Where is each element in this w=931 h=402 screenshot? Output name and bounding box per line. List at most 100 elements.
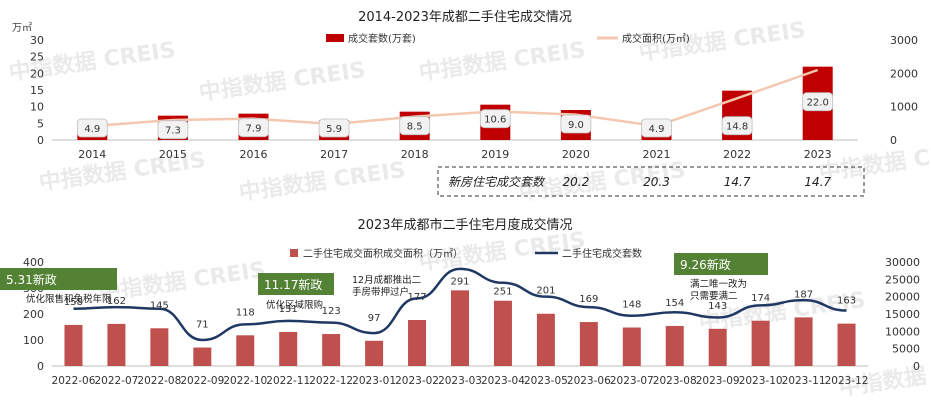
chart1-x-tick: 2021 xyxy=(643,148,671,161)
new-home-table-label: 新房住宅成交套数 xyxy=(448,175,546,189)
chart1-x-tick: 2015 xyxy=(159,148,187,161)
chart2-data-label: 71 xyxy=(196,320,209,331)
chart2-x-tick: 2023-11 xyxy=(782,375,826,387)
chart1-data-label-box xyxy=(802,92,834,112)
chart2-bar xyxy=(150,328,169,366)
chart1-data-label: 7.3 xyxy=(165,126,181,137)
chart2-data-label: 143 xyxy=(708,301,727,312)
chart2-bar xyxy=(622,327,641,366)
chart2-right-tick: 0 xyxy=(913,360,920,373)
chart1-left-tick: 10 xyxy=(30,101,44,114)
chart2-x-tick: 2023-02 xyxy=(395,375,439,387)
chart2-data-label: 187 xyxy=(794,289,813,300)
new-home-table-value: 20.2 xyxy=(563,175,590,189)
chart2-data-label: 145 xyxy=(150,300,169,311)
chart1-data-label-box xyxy=(399,116,431,136)
chart2-right-tick: 20000 xyxy=(885,291,920,304)
chart2-x-tick: 2022-06 xyxy=(52,375,96,387)
chart2-x-tick: 2022-09 xyxy=(180,375,224,387)
chart2-policy-label: 11.17新政 xyxy=(264,277,322,292)
chart2-bar xyxy=(665,325,684,366)
chart2-bar xyxy=(322,334,341,366)
chart2-annotation-text: 只需要满二 xyxy=(690,291,738,302)
chart2-bar xyxy=(451,290,469,366)
chart2-bar xyxy=(751,320,770,366)
chart2-x-tick: 2023-03 xyxy=(438,375,482,387)
chart2-x-tick: 2023-01 xyxy=(352,375,396,387)
chart1-data-label: 4.9 xyxy=(649,124,665,135)
chart2-right-tick: 5000 xyxy=(892,343,920,356)
chart1-left-tick: 0 xyxy=(37,134,44,147)
chart2-x-tick: 2023-06 xyxy=(567,375,611,387)
chart2-annotation-text: 手房带押过户 xyxy=(352,286,409,298)
chart1-data-label-box xyxy=(560,114,592,134)
chart1-data-label: 14.8 xyxy=(726,122,748,133)
chart2-x-tick: 2023-09 xyxy=(696,375,740,387)
chart2-policy-box xyxy=(674,253,768,275)
chart2-data-label: 169 xyxy=(579,294,598,305)
chart2-x-tick: 2022-11 xyxy=(266,375,310,387)
chart2-policy-label: 9.26新政 xyxy=(680,257,731,272)
chart1-right-tick: 3000 xyxy=(890,34,918,47)
chart2-annotation-text: 满二唯一改为 xyxy=(690,278,747,290)
chart2-x-tick: 2022-08 xyxy=(137,375,181,387)
chart1-data-label-box xyxy=(157,120,189,140)
new-home-table-box xyxy=(437,166,865,197)
chart2-x-tick: 2022-12 xyxy=(309,375,353,387)
chart2-left-tick: 0 xyxy=(37,360,44,373)
chart2-legend-bar-label: 二手住宅成交面积成交面积（万㎡） xyxy=(303,247,463,260)
chart2-annotation-text: 优化限售和免税年限 xyxy=(26,293,112,305)
chart1-left-tick: 30 xyxy=(30,34,44,47)
chart2-left-tick: 400 xyxy=(23,256,44,269)
chart1-left-tick: 15 xyxy=(30,84,44,97)
chart2-count-line xyxy=(73,267,847,342)
chart1-right-tick: 1000 xyxy=(890,101,918,114)
chart1-data-label-box xyxy=(318,118,350,138)
chart1-data-label-box xyxy=(721,116,753,136)
chart2-x-tick: 2022-10 xyxy=(223,375,267,387)
chart2-bar xyxy=(408,319,427,366)
chart1-legend-bar-label: 成交套数(万套) xyxy=(348,32,416,45)
chart1-data-label: 9.0 xyxy=(568,120,584,131)
watermark-text: 中指数据 CREIS xyxy=(237,157,407,206)
chart2-x-tick: 2023-05 xyxy=(524,375,568,387)
chart2-data-label: 291 xyxy=(450,276,469,287)
chart2-annotation-text: 优化区域限购 xyxy=(266,299,323,311)
new-home-table-value: 20.3 xyxy=(643,175,670,189)
chart2-data-label: 123 xyxy=(322,306,341,317)
chart1-legend-line-label: 成交面积(万㎡) xyxy=(622,32,690,45)
chart1-data-label: 7.9 xyxy=(246,124,262,135)
chart2-data-label: 174 xyxy=(751,293,770,304)
chart2-right-tick: 10000 xyxy=(885,325,920,338)
chart1-right-tick: 2000 xyxy=(890,67,918,80)
chart2-data-label: 154 xyxy=(665,298,684,309)
chart1-data-label-box xyxy=(641,118,672,138)
chart1-title: 2014-2023年成都二手住宅成交情况 xyxy=(358,9,572,25)
chart2-bar xyxy=(365,340,384,366)
chart2-data-label: 162 xyxy=(107,296,126,307)
chart2-x-tick: 2023-10 xyxy=(739,375,783,387)
chart2-bar xyxy=(493,300,512,366)
chart1-x-tick: 2019 xyxy=(481,148,509,161)
chart2-data-label: 158 xyxy=(64,297,83,308)
chart2-bar xyxy=(536,313,555,366)
chart1-data-label-box xyxy=(479,109,511,129)
chart2-data-label: 97 xyxy=(368,313,381,324)
chart1-area-line xyxy=(92,68,819,128)
chart2-data-label: 118 xyxy=(236,307,255,318)
chart2-bar xyxy=(837,323,856,366)
chart2-data-label: 177 xyxy=(408,292,427,303)
chart2-data-label: 251 xyxy=(493,287,512,298)
chart1-data-label: 10.6 xyxy=(484,115,506,126)
new-home-table-value: 14.7 xyxy=(804,175,831,189)
chart1-data-label: 5.9 xyxy=(326,124,342,135)
chart2-right-tick: 30000 xyxy=(885,256,920,269)
chart2-left-tick: 200 xyxy=(23,308,44,321)
chart1-data-label: 22.0 xyxy=(807,98,829,109)
chart2-bar xyxy=(107,323,126,366)
chart2-policy-box xyxy=(258,273,334,295)
chart1-left-tick: 20 xyxy=(30,67,44,80)
chart2-bar xyxy=(794,317,813,366)
chart2-x-tick: 2023-04 xyxy=(481,375,525,387)
